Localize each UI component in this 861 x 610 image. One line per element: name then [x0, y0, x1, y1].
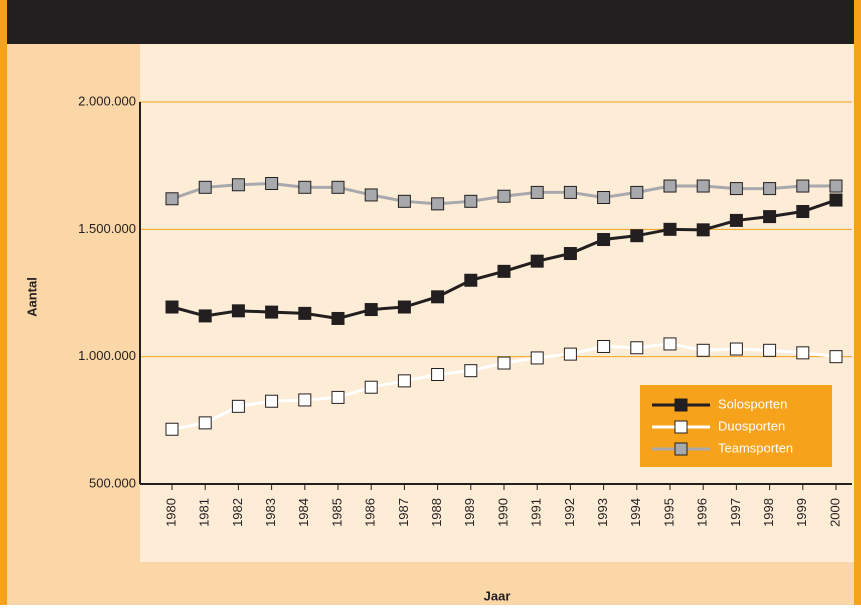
- x-tick-label: 1989: [462, 498, 477, 527]
- x-tick-label: 1986: [363, 498, 378, 527]
- point-marker: [696, 223, 710, 237]
- point-marker: [265, 394, 279, 408]
- x-tick-label: 1998: [761, 498, 776, 527]
- point-marker: [231, 399, 245, 413]
- point-marker: [431, 290, 445, 304]
- point-marker: [464, 364, 478, 378]
- point-marker: [265, 305, 279, 319]
- point-marker: [165, 192, 179, 206]
- header-bar: [7, 0, 854, 44]
- x-tick-label: 1983: [263, 498, 278, 527]
- point-marker: [198, 180, 212, 194]
- point-marker: [431, 197, 445, 211]
- legend-label: Duosporten: [718, 418, 785, 433]
- point-marker: [563, 247, 577, 261]
- point-marker: [364, 303, 378, 317]
- point-marker: [763, 343, 777, 357]
- point-marker: [165, 300, 179, 314]
- point-marker: [763, 210, 777, 224]
- point-marker: [497, 264, 511, 278]
- point-marker: [464, 194, 478, 208]
- y-tick-label: 1.000.000: [78, 348, 136, 363]
- point-marker: [796, 346, 810, 360]
- point-marker: [696, 179, 710, 193]
- point-marker: [829, 350, 843, 364]
- x-tick-label: 1984: [296, 498, 311, 527]
- point-marker: [829, 193, 843, 207]
- point-marker: [231, 304, 245, 318]
- point-marker: [198, 416, 212, 430]
- point-marker: [298, 393, 312, 407]
- y-axis-label: Aantal: [24, 277, 39, 317]
- point-marker: [364, 380, 378, 394]
- point-marker: [331, 311, 345, 325]
- x-tick-label: 1996: [695, 498, 710, 527]
- point-marker: [530, 185, 544, 199]
- point-marker: [497, 189, 511, 203]
- x-tick-label: 1982: [230, 498, 245, 527]
- point-marker: [530, 351, 544, 365]
- x-tick-label: 1987: [396, 498, 411, 527]
- x-tick-label: 1985: [329, 498, 344, 527]
- x-tick-label: 1997: [728, 498, 743, 527]
- legend-label: Teamsporten: [718, 440, 793, 455]
- point-marker: [696, 343, 710, 357]
- point-marker: [663, 179, 677, 193]
- point-marker: [364, 188, 378, 202]
- x-tick-label: 1990: [495, 498, 510, 527]
- x-tick-label: 1980: [163, 498, 178, 527]
- point-marker: [231, 178, 245, 192]
- x-tick-label: 1995: [661, 498, 676, 527]
- y-tick-label: 2.000.000: [78, 93, 136, 108]
- point-marker: [729, 182, 743, 196]
- point-marker: [397, 374, 411, 388]
- point-marker: [630, 185, 644, 199]
- point-marker: [331, 390, 345, 404]
- point-marker: [165, 422, 179, 436]
- x-tick-label: 1988: [429, 498, 444, 527]
- legend-label: Solosporten: [718, 396, 787, 411]
- point-marker: [431, 367, 445, 381]
- point-marker: [796, 205, 810, 219]
- point-marker: [597, 233, 611, 247]
- point-marker: [298, 180, 312, 194]
- x-tick-label: 1981: [197, 498, 212, 527]
- point-marker: [563, 347, 577, 361]
- point-marker: [497, 356, 511, 370]
- x-axis-label: Jaar: [484, 588, 511, 603]
- legend-marker: [674, 442, 688, 456]
- point-marker: [298, 306, 312, 320]
- point-marker: [397, 300, 411, 314]
- x-tick-label: 1991: [529, 498, 544, 527]
- plot-panel: [140, 44, 854, 562]
- x-tick-label: 1993: [595, 498, 610, 527]
- point-marker: [630, 229, 644, 243]
- point-marker: [198, 309, 212, 323]
- point-marker: [464, 273, 478, 287]
- point-marker: [597, 339, 611, 353]
- point-marker: [630, 341, 644, 355]
- x-tick-label: 2000: [827, 498, 842, 527]
- point-marker: [663, 337, 677, 351]
- y-tick-label: 1.500.000: [78, 221, 136, 236]
- point-marker: [763, 182, 777, 196]
- y-tick-label: 500.000: [89, 475, 136, 490]
- point-marker: [729, 342, 743, 356]
- x-tick-label: 1994: [628, 498, 643, 527]
- point-marker: [530, 254, 544, 268]
- point-marker: [729, 213, 743, 227]
- legend-marker: [674, 420, 688, 434]
- point-marker: [397, 194, 411, 208]
- point-marker: [563, 185, 577, 199]
- point-marker: [796, 179, 810, 193]
- legend-marker: [674, 398, 688, 412]
- point-marker: [597, 191, 611, 204]
- x-tick-label: 1992: [562, 498, 577, 527]
- point-marker: [331, 180, 345, 194]
- point-marker: [829, 179, 843, 193]
- point-marker: [663, 222, 677, 236]
- x-tick-label: 1999: [794, 498, 809, 527]
- point-marker: [265, 176, 279, 190]
